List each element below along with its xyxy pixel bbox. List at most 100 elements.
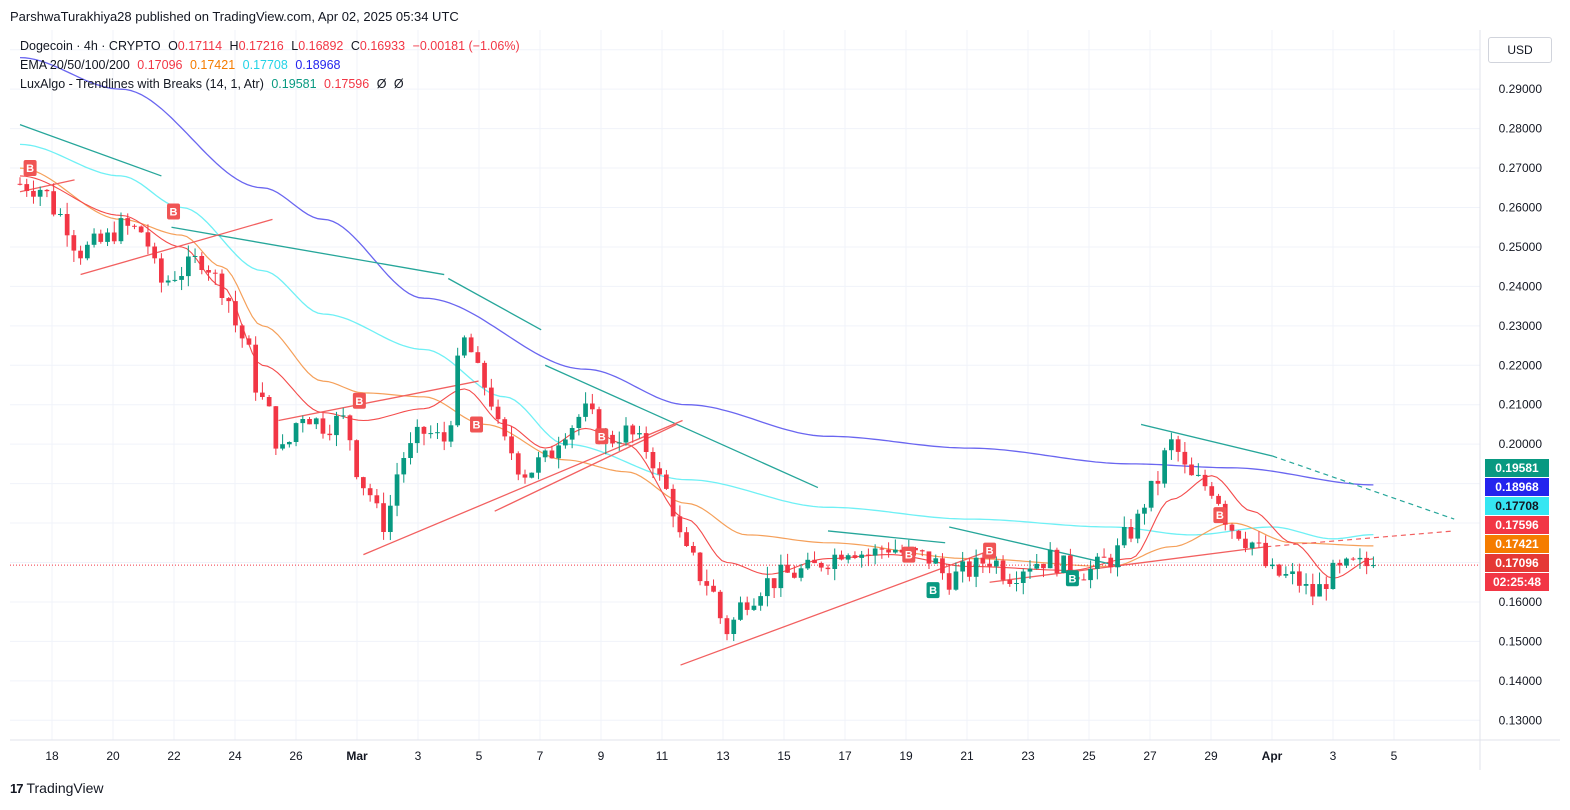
candle-body-124	[852, 555, 858, 558]
candle-body-201	[1371, 565, 1376, 567]
footer[interactable]: 17 TradingView	[10, 780, 104, 796]
candle-body-191	[1303, 584, 1309, 586]
price-tick-label-8: 0.22000	[1499, 358, 1543, 372]
candle-body-96	[664, 474, 669, 489]
break-label-bg-8	[926, 582, 940, 599]
ema-label[interactable]: EMA 20/50/100/200	[20, 58, 130, 72]
symbol-legend[interactable]: Dogecoin · 4h · CRYPTO O0.17114 H0.17216…	[20, 39, 524, 53]
candle-body-193	[1317, 584, 1322, 597]
candle-body-15	[118, 218, 124, 242]
candle-body-55	[388, 505, 393, 532]
down-trendline-3	[544, 364, 819, 489]
ema-legend[interactable]: EMA 20/50/100/200 0.17096 0.17421 0.1770…	[20, 58, 345, 72]
price-axis[interactable]: 0.300000.290000.280000.270000.260000.250…	[1499, 43, 1543, 728]
candle-body-154	[1054, 549, 1060, 573]
candle-body-108	[744, 602, 750, 610]
candle-body-178	[1216, 495, 1221, 504]
candle-body-27	[199, 256, 205, 270]
candle-body-97	[670, 488, 676, 517]
candle-body-18	[138, 226, 144, 233]
tradingview-brand[interactable]: TradingView	[26, 780, 104, 796]
luxalgo-label[interactable]: LuxAlgo - Trendlines with Breaks (14, 1,…	[20, 77, 264, 91]
bearish-break-label-6: B	[983, 542, 997, 559]
candle-body-68	[475, 352, 481, 363]
close-value: 0.16933	[359, 39, 406, 53]
candle-body-156	[1068, 555, 1073, 577]
candle-body-92	[637, 433, 642, 435]
candle-body-60	[421, 426, 427, 434]
down-trendline-5	[949, 526, 1122, 568]
candle-body-35	[253, 344, 258, 393]
break-label-bg-6	[983, 542, 997, 559]
candle-body-23	[172, 279, 178, 281]
candle-body-53	[374, 495, 380, 504]
candle-body-200	[1364, 557, 1369, 567]
candle-body-151	[1034, 563, 1040, 569]
candle-body-93	[643, 433, 649, 452]
candle-body-72	[502, 419, 508, 437]
candle-body-144	[987, 563, 992, 567]
candles-layer	[17, 177, 1376, 642]
candle-body-106	[731, 619, 737, 634]
price-tick-label-14: 0.16000	[1499, 595, 1543, 609]
ema200-value: 0.18968	[295, 58, 341, 72]
candle-body-25	[186, 256, 191, 277]
candle-body-67	[468, 337, 474, 353]
candle-body-148	[1014, 583, 1019, 584]
candle-body-51	[361, 477, 366, 489]
candle-body-115	[792, 572, 797, 578]
down-trendline-1	[171, 226, 445, 276]
candle-body-37	[266, 397, 272, 407]
candle-body-188	[1283, 574, 1289, 576]
candle-body-20	[152, 246, 157, 259]
candle-body-95	[657, 468, 662, 475]
candle-body-107	[738, 602, 743, 620]
low-label: L	[291, 39, 299, 53]
time-tick-label-19: 29	[1204, 749, 1218, 763]
candle-body-169	[1155, 480, 1161, 484]
luxalgo-legend[interactable]: LuxAlgo - Trendlines with Breaks (14, 1,…	[20, 77, 408, 91]
candle-body-71	[495, 406, 501, 420]
candle-body-118	[812, 559, 817, 564]
candle-body-168	[1148, 480, 1154, 508]
candle-body-130	[893, 549, 898, 553]
break-label-bg-9	[1065, 570, 1079, 587]
candle-body-0	[17, 183, 23, 185]
candle-body-126	[866, 554, 871, 556]
candle-body-26	[192, 256, 198, 257]
candle-body-198	[1350, 558, 1356, 560]
time-tick-label-0: 18	[45, 749, 59, 763]
candle-body-142	[973, 557, 979, 577]
currency-button[interactable]: USD	[1488, 37, 1552, 63]
candle-body-152	[1041, 563, 1046, 569]
candle-body-175	[1196, 474, 1201, 476]
candle-body-197	[1344, 558, 1349, 566]
price-tick-label-2: 0.28000	[1499, 122, 1543, 136]
candle-body-13	[105, 232, 110, 242]
candle-body-165	[1128, 527, 1134, 539]
candle-body-61	[428, 433, 434, 435]
time-axis[interactable]: 18 20 22 24 26 Mar 3 5 7 9 11 13 15 17 19 21 23 25 27 29 Apr…	[45, 749, 1397, 763]
candle-body-145	[994, 560, 999, 567]
price-tag-lux-lower: 0.17596	[1485, 516, 1549, 534]
candle-body-50	[354, 440, 359, 478]
price-tick-label-10: 0.20000	[1499, 437, 1543, 451]
candle-body-14	[111, 232, 117, 242]
candle-body-8	[71, 235, 77, 251]
candle-body-138	[946, 573, 952, 590]
symbol-name[interactable]: Dogecoin · 4h · CRYPTO	[20, 39, 161, 53]
candle-body-194	[1323, 584, 1329, 589]
candle-body-104	[717, 591, 723, 619]
candle-body-119	[818, 563, 824, 568]
down-trendline-projection	[1272, 455, 1455, 520]
candle-body-64	[448, 425, 454, 442]
bearish-break-label-1: B	[167, 203, 181, 220]
tradingview-logo-icon[interactable]: 17	[10, 780, 24, 796]
candle-body-43	[307, 419, 312, 425]
candle-body-180	[1229, 524, 1235, 531]
candle-body-134	[919, 550, 925, 552]
candle-body-57	[401, 458, 407, 475]
time-tick-label-7: 5	[476, 749, 483, 763]
